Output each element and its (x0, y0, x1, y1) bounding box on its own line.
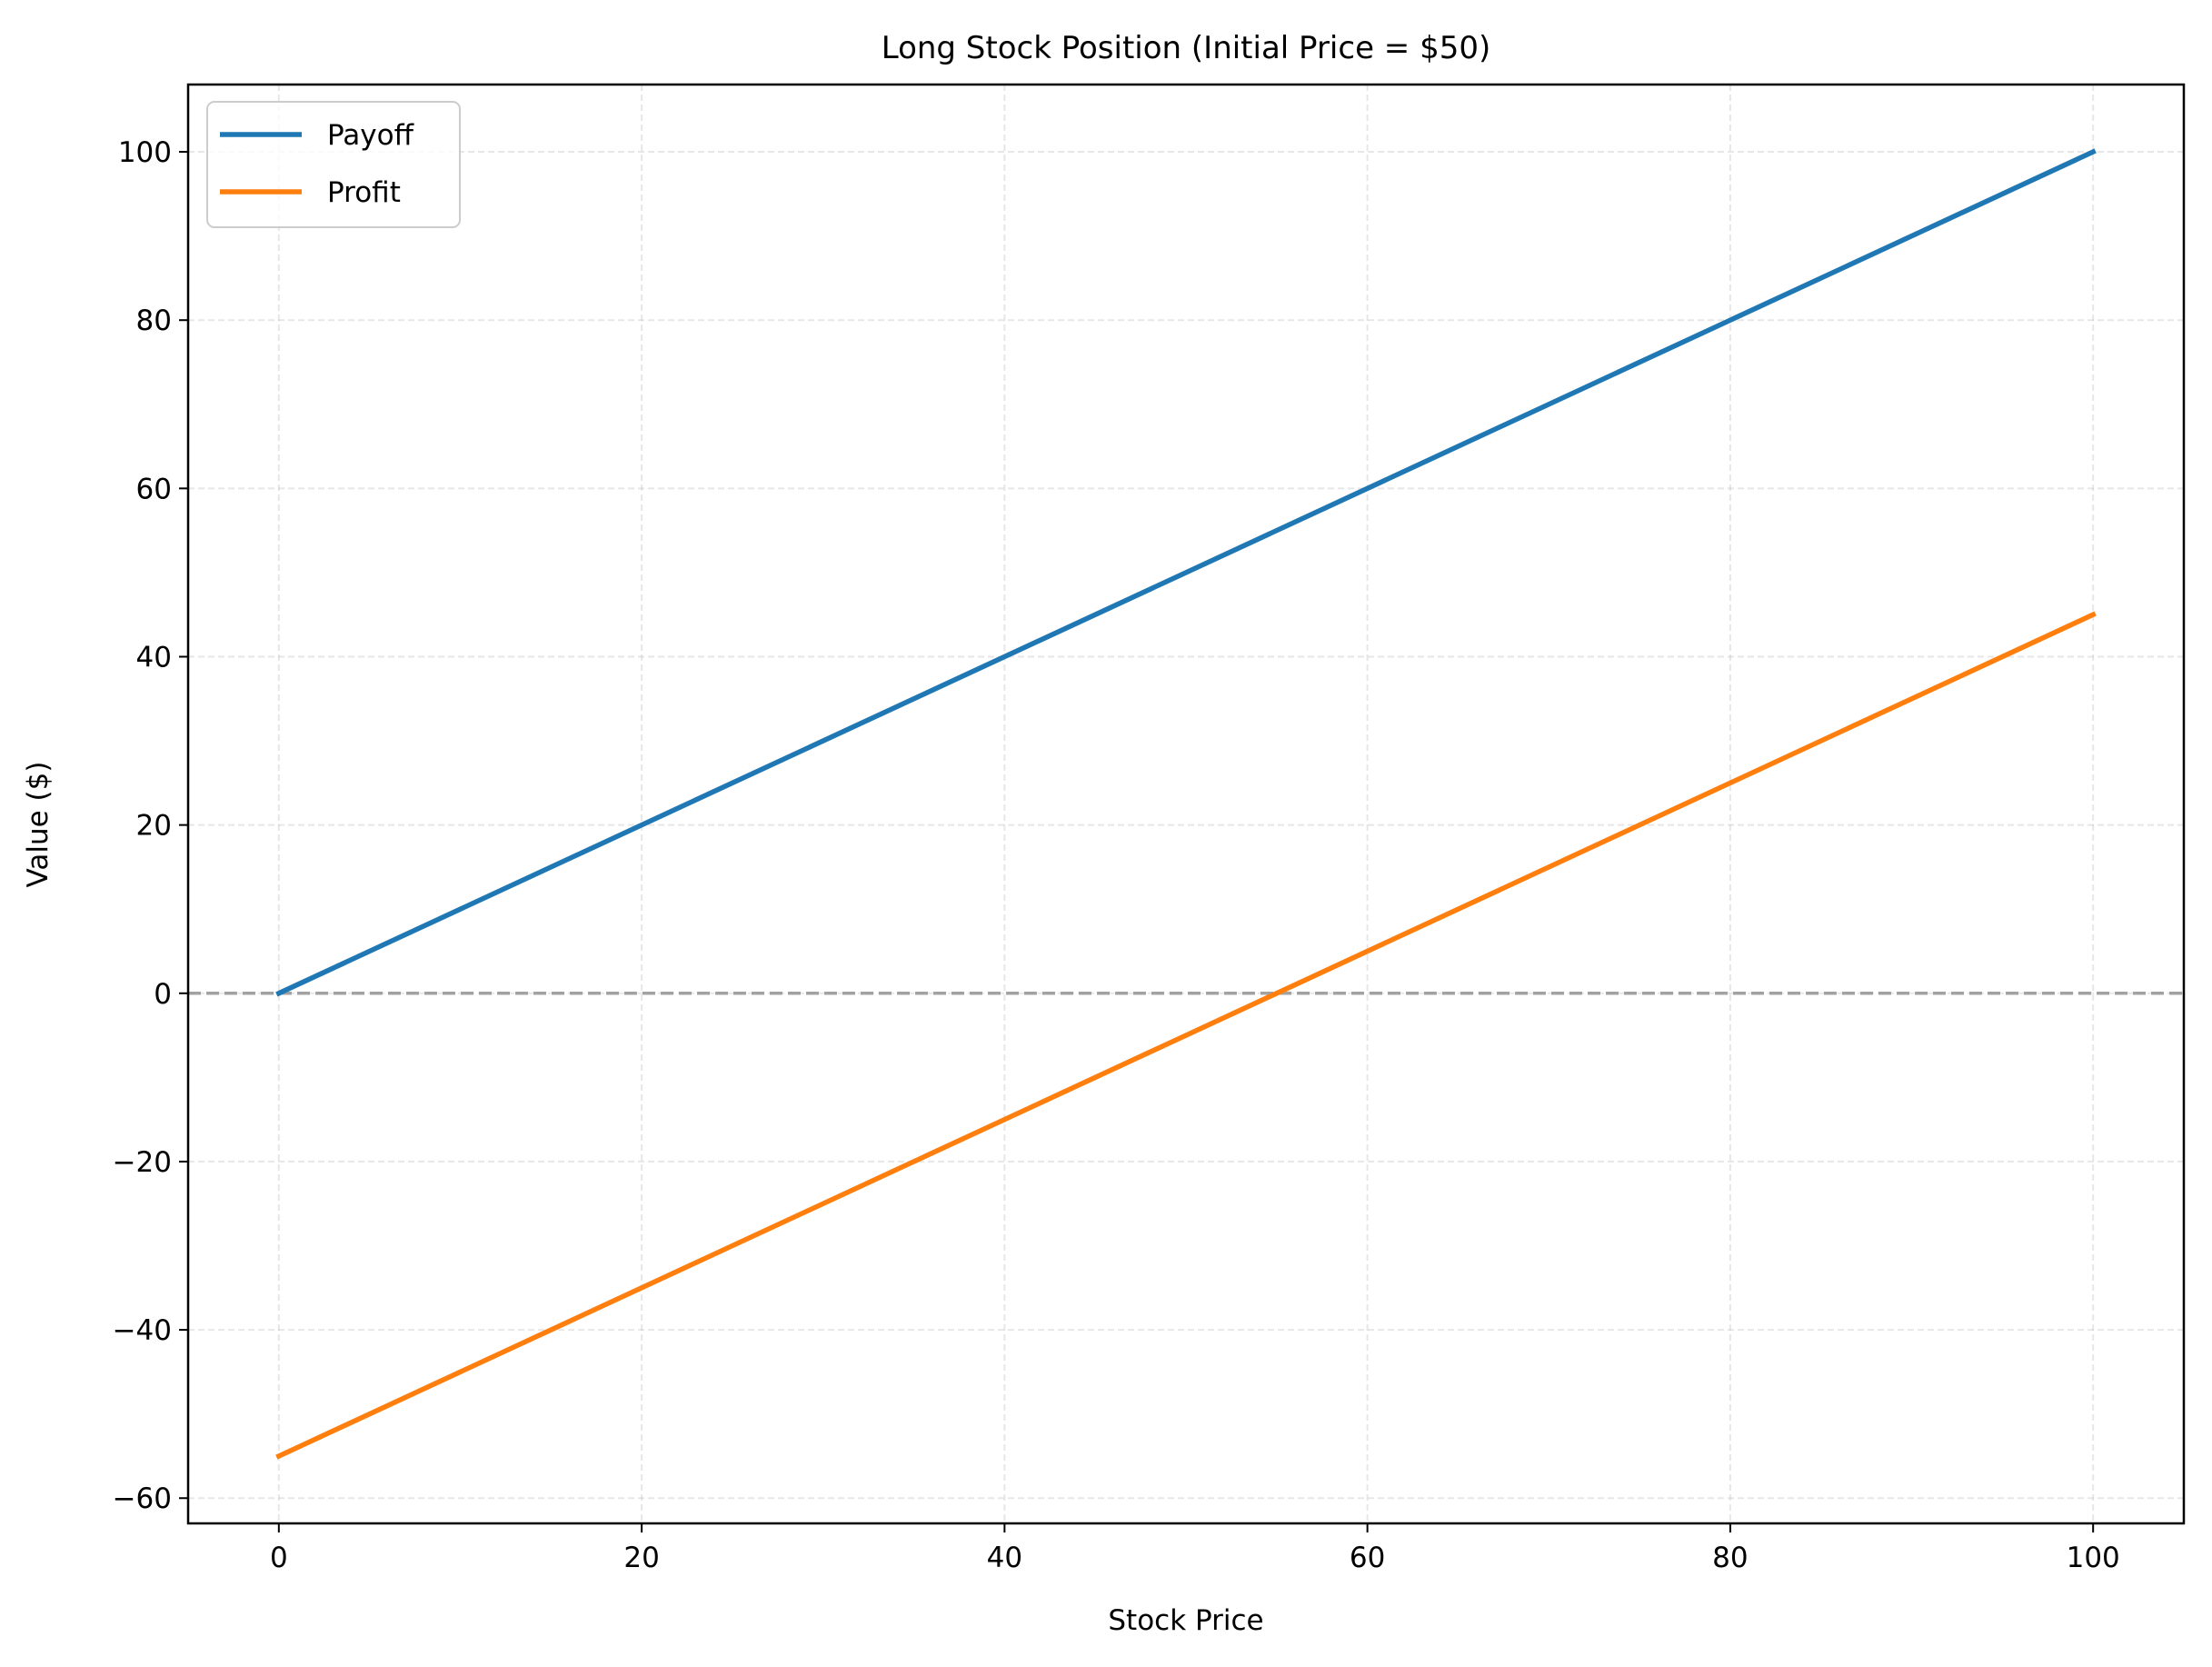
y-tick-label: 60 (136, 473, 172, 505)
y-tick-label: 80 (136, 304, 172, 337)
x-tick-label: 20 (623, 1542, 659, 1574)
series-layer (275, 148, 2097, 1460)
x-tick-label: 80 (1712, 1542, 1748, 1574)
series-line-profit (275, 611, 2097, 1460)
legend: Payoff Profit (206, 101, 461, 228)
y-tick-label: −20 (113, 1146, 172, 1179)
y-axis-label: Value ($) (22, 762, 55, 888)
x-tick-label: 60 (1350, 1542, 1385, 1574)
y-tick-label: 100 (118, 136, 172, 169)
legend-label-payoff: Payoff (327, 119, 414, 152)
plot-area-frame (186, 83, 2186, 1525)
series-line-payoff (275, 148, 2097, 997)
x-tick-label: 100 (2067, 1542, 2120, 1574)
legend-label-profit: Profit (327, 176, 401, 209)
y-tick-label: −60 (113, 1482, 172, 1515)
y-tick-label: −40 (113, 1314, 172, 1347)
x-tick-label: 0 (270, 1542, 288, 1574)
y-tick-label: 20 (136, 810, 172, 843)
x-tick-label: 40 (987, 1542, 1022, 1574)
y-tick-label: 0 (154, 978, 172, 1011)
x-axis-ticks: 0 20 40 60 80 100 (270, 1523, 2120, 1574)
x-axis-label: Stock Price (1108, 1604, 1263, 1637)
chart-title: Long Stock Position (Initial Price = $50… (882, 30, 1491, 66)
y-tick-label: 40 (136, 641, 172, 674)
y-axis-ticks: −60 −40 −20 0 20 40 60 80 100 (113, 136, 188, 1515)
